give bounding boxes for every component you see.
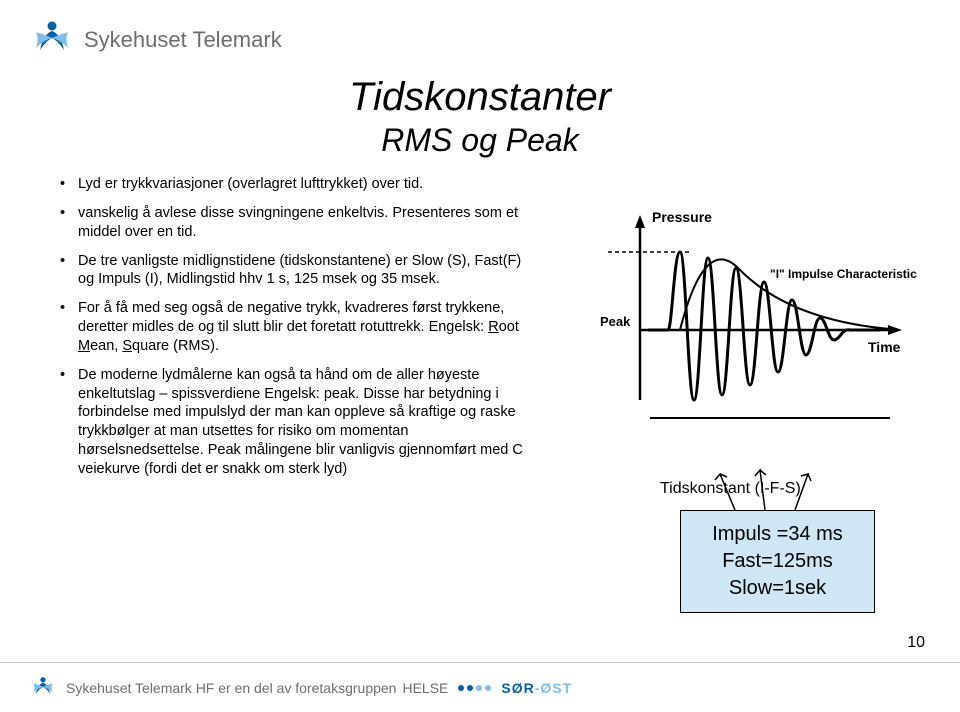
- bullet-list: Lyd er trykkvariasjoner (overlagret luft…: [60, 175, 530, 479]
- list-item: De tre vanligste midlignstidene (tidskon…: [60, 252, 530, 290]
- callout-arrows-icon: [700, 462, 840, 512]
- body-text: Lyd er trykkvariasjoner (overlagret luft…: [60, 175, 530, 489]
- dots-icon: [458, 685, 491, 691]
- footer-logo-icon: [30, 675, 56, 701]
- list-item: vanskelig å avlese disse svingningene en…: [60, 204, 530, 242]
- org-logo-icon: [30, 18, 74, 62]
- list-item: Lyd er trykkvariasjoner (overlagret luft…: [60, 175, 530, 194]
- slide-title: Tidskonstanter: [0, 75, 960, 120]
- sorost-label: SØR-ØST: [501, 680, 572, 696]
- page-number: 10: [907, 634, 925, 652]
- footer-text: Sykehuset Telemark HF er en del av foret…: [66, 680, 396, 696]
- org-name: Sykehuset Telemark: [84, 27, 282, 53]
- helse-label: HELSE: [402, 680, 448, 696]
- callout-line: Impuls =34 ms: [689, 521, 866, 548]
- callout-line: Slow=1sek: [689, 575, 866, 602]
- impulse-label: "I" Impulse Characteristic: [770, 267, 917, 281]
- callout-line: Fast=125ms: [689, 548, 866, 575]
- peak-label: Peak: [600, 314, 631, 329]
- impulse-figure: Pressure Time Peak "I" Impulse Character…: [590, 200, 920, 460]
- list-item: De moderne lydmålerne kan også ta hånd o…: [60, 366, 530, 479]
- y-axis-label: Pressure: [652, 209, 712, 225]
- slide-subtitle: RMS og Peak: [0, 122, 960, 159]
- title-block: Tidskonstanter RMS og Peak: [0, 75, 960, 159]
- header: Sykehuset Telemark: [30, 18, 282, 62]
- x-axis-label: Time: [868, 339, 901, 355]
- footer: Sykehuset Telemark HF er en del av foret…: [0, 662, 960, 712]
- list-item: For å få med seg også de negative trykk,…: [60, 299, 530, 356]
- time-constants-callout: Impuls =34 ms Fast=125ms Slow=1sek: [680, 510, 875, 613]
- helse-block: HELSE SØR-ØST: [402, 680, 572, 696]
